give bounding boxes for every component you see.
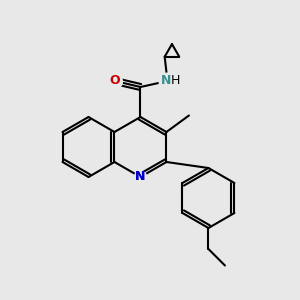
Text: O: O [110, 74, 120, 88]
Text: N: N [135, 170, 146, 184]
Text: N: N [135, 170, 146, 184]
Text: H: H [171, 74, 181, 88]
Text: N: N [161, 74, 171, 88]
